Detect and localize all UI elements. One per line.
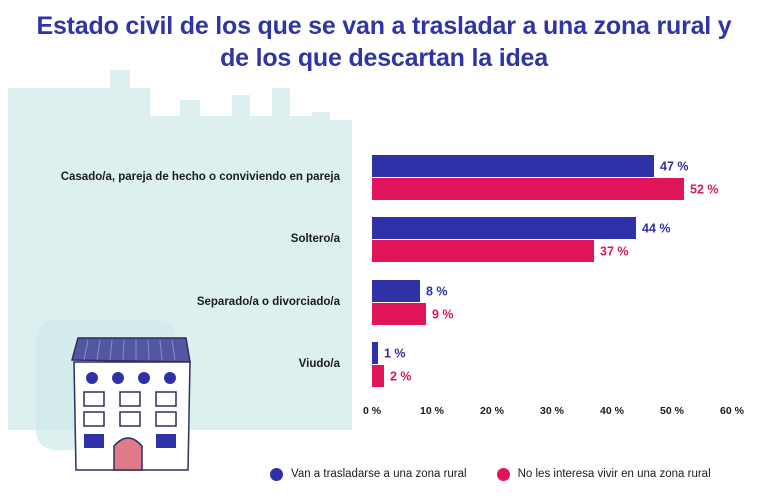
data-label: 8 % [426,285,448,299]
legend-item-series1: Van a trasladarse a una zona rural [270,467,467,481]
chart-title: Estado civil de los que se van a traslad… [36,12,732,72]
bar-series1 [372,342,378,364]
category-label: Viudo/a [299,358,341,370]
data-label: 9 % [432,308,454,322]
data-label: 47 % [660,160,689,174]
legend-label-series2: No les interesa vivir en una zona rural [517,468,711,480]
legend: Van a trasladarse a una zona rural No le… [270,464,741,484]
bar-series2 [372,303,426,325]
legend-swatch-series2 [496,467,510,481]
legend-swatch-series1 [270,467,283,481]
house-icon [36,320,191,471]
category-label: Soltero/a [291,233,341,245]
data-label: 52 % [690,183,719,197]
bar-series1 [372,280,420,302]
bar-series2 [372,365,384,387]
bar-series1 [372,217,636,239]
bar-series2 [372,178,684,200]
data-label: 37 % [600,245,629,259]
x-tick-label: 60 % [720,405,745,417]
x-tick-label: 40 % [600,405,625,417]
x-tick-label: 20 % [480,405,505,417]
category-label: Casado/a, pareja de hecho o conviviendo … [61,171,341,183]
data-label: 1 % [384,347,406,361]
category-label: Separado/a o divorciado/a [197,296,341,308]
x-tick-label: 50 % [660,405,685,417]
x-tick-label: 30 % [540,405,565,417]
legend-item-series2: No les interesa vivir en una zona rural [496,467,711,481]
data-label: 2 % [390,370,412,384]
legend-label-series1: Van a trasladarse a una zona rural [291,468,467,480]
data-label: 44 % [642,222,671,236]
bar-series1 [372,155,654,177]
x-tick-label: 0 % [363,405,382,417]
bar-series2 [372,240,594,262]
x-tick-label: 10 % [420,405,445,417]
